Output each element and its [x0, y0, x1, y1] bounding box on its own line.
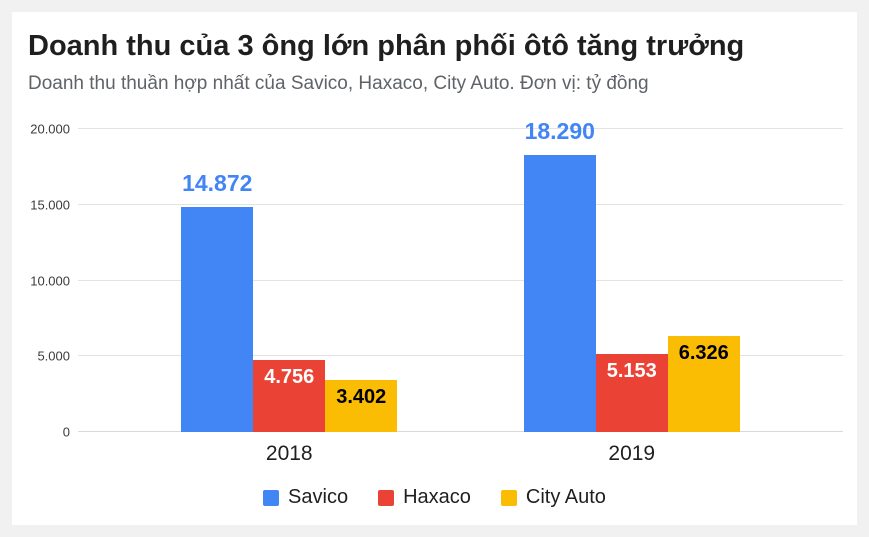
bar-city-auto-2019: 6.326	[667, 336, 740, 432]
bar-group-2018: 14.872 4.756 3.402	[118, 129, 461, 432]
gridline-15000	[78, 203, 843, 205]
gridline-0	[78, 431, 843, 432]
legend-item-city-auto: City Auto	[500, 486, 606, 509]
legend-item-savico: Savico	[263, 486, 348, 509]
x-axis: 2018 2019	[78, 442, 843, 466]
legend-label-haxaco: Haxaco	[403, 486, 471, 508]
legend-swatch-haxaco	[378, 489, 395, 506]
legend: Savico Haxaco City Auto	[12, 486, 857, 509]
legend-label-city-auto: City Auto	[525, 486, 606, 508]
legend-item-haxaco: Haxaco	[378, 486, 471, 509]
x-axis-label-2018: 2018	[265, 442, 313, 465]
bar-value-label-savico-2019: 18.290	[524, 117, 595, 144]
bar-value-label-savico-2018: 14.872	[182, 169, 253, 196]
gridline-5000	[78, 355, 843, 357]
bar-value-label-haxaco-2019: 5.153	[606, 359, 657, 382]
y-axis-tick-label: 15.000	[30, 197, 70, 213]
bar-value-label-city-auto-2019: 6.326	[678, 342, 729, 365]
y-axis-tick-label: 10.000	[30, 273, 70, 288]
plot-area: 14.872 4.756 3.402 18.290 5.153 6.326	[78, 118, 843, 432]
bar-savico-2019: 18.290	[523, 118, 596, 432]
legend-label-savico: Savico	[288, 486, 349, 508]
legend-swatch-city-auto	[500, 489, 517, 506]
bar-haxaco-2019: 5.153	[595, 353, 668, 432]
bar-savico-2018: 14.872	[181, 170, 254, 432]
bar-groups: 14.872 4.756 3.402 18.290 5.153 6.326	[78, 118, 843, 432]
gridline-10000	[78, 279, 843, 281]
chart-subtitle: Doanh thu thuần hợp nhất của Savico, Hax…	[28, 73, 649, 94]
bar-haxaco-2018: 4.756	[253, 359, 326, 432]
bar-group-2019: 18.290 5.153 6.326	[461, 118, 804, 432]
y-axis-tick-label: 0	[62, 424, 70, 440]
gridline-20000	[78, 128, 843, 129]
bar-chart: 14.872 4.756 3.402 18.290 5.153 6.326 0 5.000 1…	[28, 118, 843, 440]
bar-value-label-city-auto-2018: 3.402	[336, 386, 387, 409]
chart-title: Doanh thu của 3 ông lớn phân phối ôtô tă…	[28, 30, 745, 62]
y-axis-tick-label: 5.000	[37, 348, 70, 364]
y-axis-tick-label: 20.000	[30, 121, 70, 137]
bar-value-label-haxaco-2018: 4.756	[264, 365, 315, 388]
bar-city-auto-2018: 3.402	[325, 380, 398, 432]
legend-swatch-savico	[263, 489, 280, 506]
chart-card: Doanh thu của 3 ông lớn phân phối ôtô tă…	[12, 12, 857, 525]
x-axis-label-2019: 2019	[608, 442, 656, 465]
